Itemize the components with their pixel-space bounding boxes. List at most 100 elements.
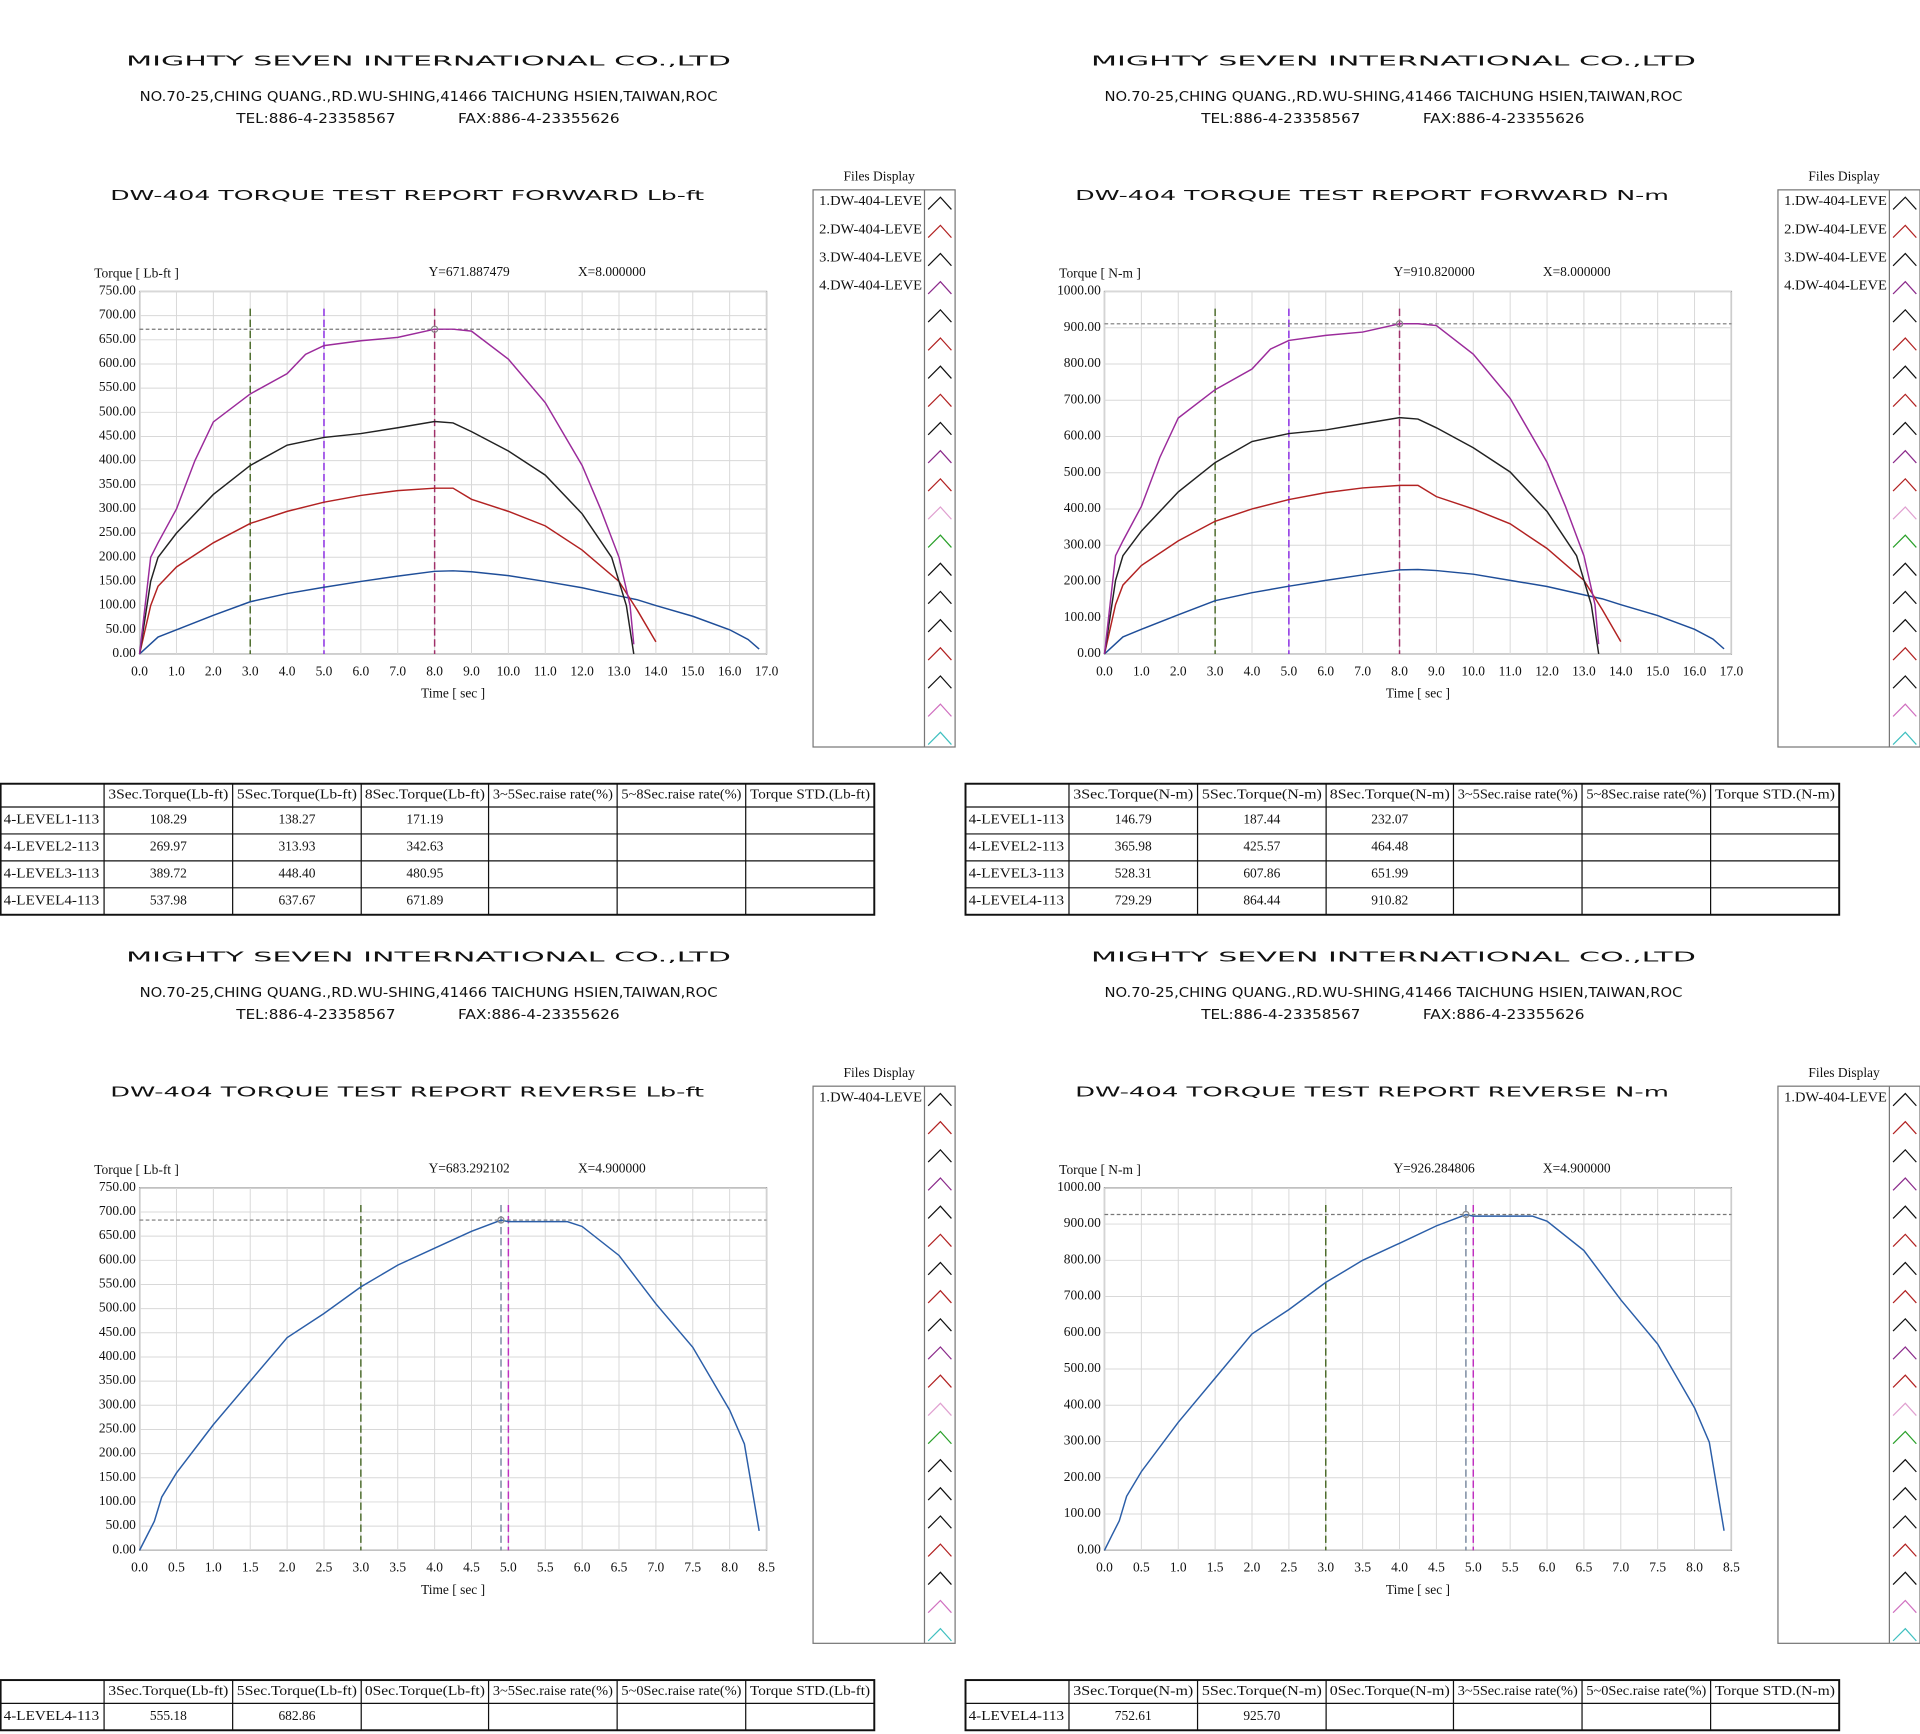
file-entry: 2.DW-404-LEVE xyxy=(1784,221,1887,236)
table-cell: 448.40 xyxy=(278,865,315,880)
company-fax: FAX:886-4-23355626 xyxy=(1423,112,1585,127)
x-tick-label: 15.0 xyxy=(681,663,705,678)
file-icon xyxy=(1892,224,1917,239)
table-frame xyxy=(964,1679,1841,1732)
table-header-cell: 5Sec.Torque(N-m) xyxy=(1202,786,1322,801)
file-icon xyxy=(1892,562,1917,577)
table-cell: 607.86 xyxy=(1243,865,1280,880)
company-tel: TEL:886-4-23358567 xyxy=(1200,1008,1360,1023)
y-tick-label: 200.00 xyxy=(99,1445,136,1460)
file-icon xyxy=(1892,618,1917,633)
table-header-cell: 3~5Sec.raise rate(%) xyxy=(1458,786,1578,801)
report-panel: MIGHTY SEVEN INTERNATIONAL CO.,LTD NO.70-… xyxy=(964,54,1920,916)
table-cell: 925.70 xyxy=(1243,1708,1280,1723)
file-entry: 3.DW-404-LEVE xyxy=(1784,250,1887,265)
table-cell: 4-LEVEL2-113 xyxy=(969,839,1065,854)
table-cell: 864.44 xyxy=(1243,892,1280,907)
x-tick-label: 1.5 xyxy=(1207,1560,1224,1575)
y-tick-label: 200.00 xyxy=(99,548,136,563)
table-cell: 138.27 xyxy=(278,812,315,827)
file-icon xyxy=(927,562,952,577)
x-tick-label: 4.0 xyxy=(1244,663,1261,678)
table-cell: 555.18 xyxy=(150,1708,187,1723)
file-entry: 4.DW-404-LEVE xyxy=(819,278,922,293)
file-icon xyxy=(1892,1627,1917,1642)
table-header-cell: 5~8Sec.raise rate(%) xyxy=(621,786,741,801)
series-line xyxy=(138,1219,760,1551)
table-cell: 729.29 xyxy=(1115,892,1152,907)
y-tick-label: 100.00 xyxy=(99,597,136,612)
x-tick-label: 0.0 xyxy=(131,1560,148,1575)
table-header-cell: 5Sec.Torque(Lb-ft) xyxy=(237,786,357,801)
file-icon xyxy=(927,1458,952,1473)
file-icon xyxy=(1892,308,1917,323)
file-icon xyxy=(1892,196,1917,210)
file-entry: 1.DW-404-LEVE xyxy=(819,193,922,208)
x-tick-label: 2.5 xyxy=(1280,1560,1297,1575)
file-entry: 1.DW-404-LEVE xyxy=(1784,1090,1887,1105)
file-icon xyxy=(927,1346,952,1360)
y-tick-label: 650.00 xyxy=(99,331,136,346)
file-icon xyxy=(1892,1261,1917,1276)
table-header-cell: 5Sec.Torque(Lb-ft) xyxy=(237,1683,357,1698)
y-tick-label: 600.00 xyxy=(99,1251,136,1266)
x-tick-label: 2.0 xyxy=(205,663,222,678)
y-tick-label: 100.00 xyxy=(99,1493,136,1508)
file-icon xyxy=(1892,703,1917,717)
x-tick-label: 11.0 xyxy=(1499,663,1522,678)
file-entry: 1.DW-404-LEVE xyxy=(1784,193,1887,208)
y-tick-label: 400.00 xyxy=(1064,1396,1101,1411)
file-icon xyxy=(927,252,952,267)
file-entry: 2.DW-404-LEVE xyxy=(819,221,922,236)
cursor-y-readout: Y=671.887479 xyxy=(429,264,510,279)
table-cell: 671.89 xyxy=(406,892,443,907)
company-fax: FAX:886-4-23355626 xyxy=(458,1008,620,1023)
table-header-cell: 3~5Sec.raise rate(%) xyxy=(493,786,613,801)
x-tick-label: 3.0 xyxy=(1317,1560,1334,1575)
cursor-y-readout: Y=683.292102 xyxy=(429,1161,510,1176)
x-tick-label: 6.0 xyxy=(1539,1560,1556,1575)
table-header-cell: 3~5Sec.raise rate(%) xyxy=(1458,1683,1578,1698)
file-icon xyxy=(1892,1346,1917,1360)
file-icon xyxy=(1892,1543,1917,1557)
file-icon xyxy=(1892,1430,1917,1445)
table-header-cell: Torque STD.(Lb-ft) xyxy=(750,1683,870,1698)
x-tick-label: 8.0 xyxy=(1391,663,1408,678)
cursor-x-readout: X=4.900000 xyxy=(1543,1161,1611,1176)
table-cell: 651.99 xyxy=(1371,865,1408,880)
table-cell: 187.44 xyxy=(1243,812,1280,827)
table-header-cell: 5~0Sec.raise rate(%) xyxy=(621,1683,741,1698)
files-display-title: Files Display xyxy=(1808,169,1880,184)
x-tick-label: 1.0 xyxy=(168,663,185,678)
file-icon xyxy=(927,224,952,239)
table-cell: 4-LEVEL4-113 xyxy=(4,1708,100,1723)
y-tick-label: 450.00 xyxy=(99,428,136,443)
cursor-y-readout: Y=910.820000 xyxy=(1393,264,1474,279)
y-tick-label: 600.00 xyxy=(1064,428,1101,443)
x-tick-label: 9.0 xyxy=(1428,663,1445,678)
table-cell: 4-LEVEL4-113 xyxy=(4,892,100,907)
file-icon xyxy=(1892,534,1917,548)
file-icon xyxy=(927,590,952,605)
series-line xyxy=(1103,323,1600,655)
table-cell: 528.31 xyxy=(1115,865,1152,880)
x-tick-label: 11.0 xyxy=(534,663,557,678)
x-tick-label: 5.5 xyxy=(1502,1560,1519,1575)
file-icon xyxy=(1892,1289,1917,1304)
x-axis-label: Time [ sec ] xyxy=(421,685,485,700)
x-tick-label: 17.0 xyxy=(1720,663,1744,678)
table-header-cell: 3Sec.Torque(N-m) xyxy=(1073,786,1193,801)
table-header-cell: 8Sec.Torque(Lb-ft) xyxy=(365,786,485,801)
file-icon xyxy=(927,477,952,492)
y-tick-label: 900.00 xyxy=(1064,1215,1101,1230)
y-tick-label: 700.00 xyxy=(99,307,136,322)
file-icon xyxy=(927,308,952,323)
table-header-cell: 3~5Sec.raise rate(%) xyxy=(493,1683,613,1698)
x-tick-label: 6.5 xyxy=(611,1560,628,1575)
files-display-title: Files Display xyxy=(843,1065,915,1080)
series-line xyxy=(138,328,635,655)
y-tick-label: 200.00 xyxy=(1064,573,1101,588)
x-tick-label: 0.0 xyxy=(1096,1560,1113,1575)
